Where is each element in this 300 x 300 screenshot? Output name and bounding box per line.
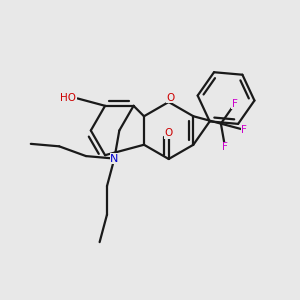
Text: O: O [166,93,174,103]
Text: F: F [242,125,247,135]
Text: N: N [110,154,118,164]
Text: HO: HO [60,93,76,103]
Text: O: O [165,128,173,138]
Text: F: F [232,99,238,109]
Text: F: F [222,142,228,152]
